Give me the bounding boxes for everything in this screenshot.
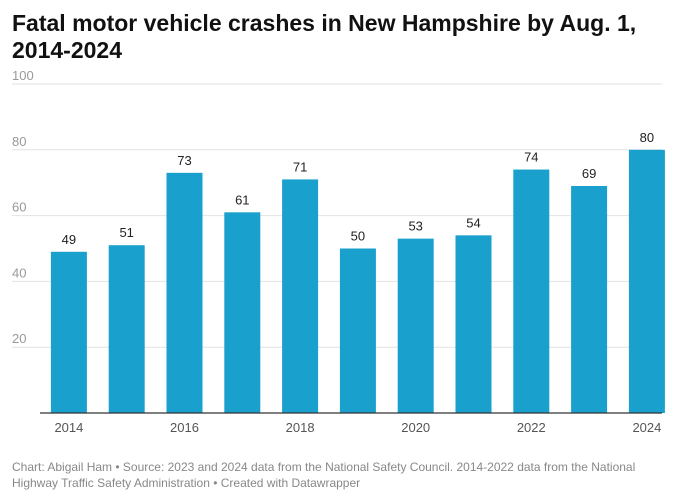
value-label: 69: [582, 166, 596, 181]
value-label: 51: [119, 225, 133, 240]
bar-2015: [108, 245, 145, 413]
value-labels: 49 51 73 61 71 50 53 54 74 69 80: [62, 130, 654, 247]
x-tick-label: 2020: [401, 420, 430, 435]
bar-2019: [339, 248, 376, 413]
y-tick-label: 80: [12, 134, 26, 149]
bar-2016: [166, 172, 203, 413]
value-label: 49: [62, 232, 76, 247]
value-label: 61: [235, 192, 249, 207]
bar-2020: [397, 238, 434, 413]
bar-2023: [571, 185, 608, 413]
y-tick-label: 60: [12, 200, 26, 215]
y-tick-label: 40: [12, 265, 26, 280]
chart-footer: Chart: Abigail Ham • Source: 2023 and 20…: [12, 459, 662, 491]
bar-2024: [628, 149, 665, 414]
y-tick-label: 100: [12, 68, 34, 83]
footer-source: Source: 2023 and 2024 data from the Nati…: [12, 460, 636, 490]
x-tick-label: 2016: [170, 420, 199, 435]
footer-tool: Created with Datawrapper: [220, 476, 361, 490]
bar-2017: [224, 212, 261, 413]
x-tick-label: 2024: [632, 420, 661, 435]
footer-credit: Chart: Abigail Ham: [12, 460, 113, 474]
footer-separator: •: [112, 460, 123, 474]
bar-2014: [50, 251, 87, 413]
chart-title: Fatal motor vehicle crashes in New Hamps…: [12, 10, 637, 63]
value-label: 50: [351, 229, 365, 244]
bar-2022: [513, 169, 550, 413]
bars: [50, 149, 665, 414]
y-tick-label: 20: [12, 331, 26, 346]
x-tick-label: 2018: [286, 420, 315, 435]
value-label: 80: [640, 130, 654, 145]
bar-2018: [282, 179, 319, 413]
value-label: 74: [524, 150, 538, 165]
x-tick-label: 2014: [54, 420, 83, 435]
x-tick-label: 2022: [517, 420, 546, 435]
value-label: 71: [293, 159, 307, 174]
x-axis: 2014 2016 2018 2020 2022 2024: [40, 412, 662, 435]
footer-separator: •: [209, 476, 221, 490]
bar-2021: [455, 235, 492, 413]
value-label: 73: [177, 153, 191, 168]
value-label: 54: [466, 215, 480, 230]
value-label: 53: [408, 219, 422, 234]
